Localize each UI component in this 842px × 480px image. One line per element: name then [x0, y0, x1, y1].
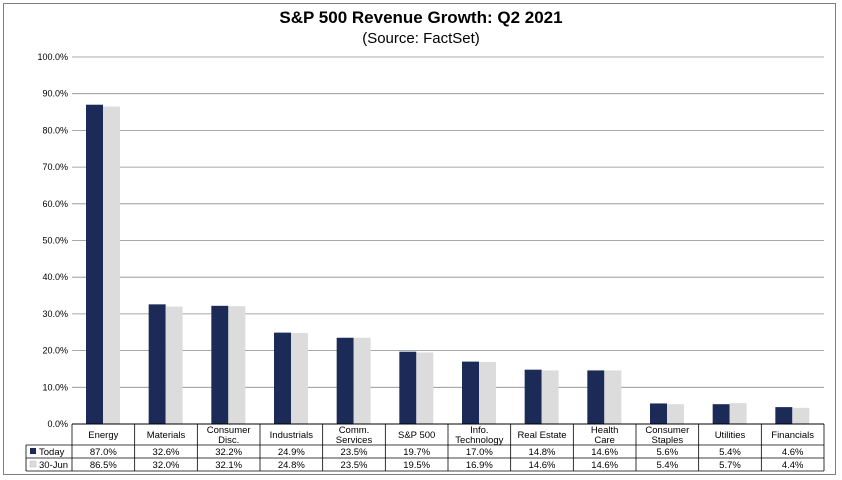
category-label: Industrials [270, 430, 314, 441]
data-table-cell: 17.0% [466, 447, 493, 458]
bar-today [274, 332, 291, 424]
bar-30-jun [729, 403, 747, 424]
data-table-cell: 24.8% [278, 460, 305, 471]
category-label: Comm. [339, 425, 370, 436]
data-table-cell: 23.5% [341, 447, 368, 458]
data-table-cell: 87.0% [90, 447, 117, 458]
bar-30-jun [479, 361, 496, 424]
bar-today [462, 361, 479, 424]
y-tick-label: 70.0% [42, 162, 68, 172]
data-table-cell: 19.5% [403, 460, 430, 471]
chart-title: S&P 500 Revenue Growth: Q2 2021 [279, 8, 563, 27]
data-table-cell: 5.7% [719, 460, 741, 471]
data-table-cell: 32.1% [215, 460, 242, 471]
category-label: Care [594, 435, 615, 446]
bar-today [712, 404, 730, 424]
category-label: Services [336, 435, 373, 446]
bar-30-jun [103, 106, 120, 425]
category-label: Financials [771, 430, 814, 441]
bar-today [336, 337, 354, 424]
data-table-cell: 86.5% [90, 460, 117, 471]
category-label: Energy [88, 430, 118, 441]
y-tick-label: 80.0% [42, 125, 68, 135]
data-table-cell: 23.5% [341, 460, 368, 471]
category-label: Health [591, 425, 618, 436]
bar-today [211, 305, 229, 424]
bar-today [775, 407, 793, 424]
bar-today [399, 351, 417, 424]
category-label: S&P 500 [398, 430, 435, 441]
y-tick-label: 90.0% [42, 89, 68, 99]
data-table-cell: 32.2% [215, 447, 242, 458]
category-label: Technology [455, 435, 503, 446]
y-tick-label: 0.0% [47, 419, 68, 429]
data-table-cell: 14.8% [529, 447, 556, 458]
category-label: Disc. [218, 435, 239, 446]
category-label: Utilities [715, 430, 746, 441]
data-table-cell: 16.9% [466, 460, 493, 471]
bar-30-jun [604, 370, 622, 424]
y-tick-label: 100.0% [37, 52, 68, 62]
category-label: Info. [470, 425, 489, 436]
bar-today [148, 304, 166, 424]
legend-label: 30-Jun [39, 460, 68, 471]
data-table-cell: 5.4% [657, 460, 679, 471]
category-label: Consumer [645, 425, 689, 436]
bar-30-jun [228, 306, 246, 424]
bar-30-jun [416, 352, 434, 424]
data-table-cell: 4.4% [782, 460, 804, 471]
category-label: Consumer [207, 425, 251, 436]
data-table-cell: 32.0% [153, 460, 180, 471]
data-table-cell: 24.9% [278, 447, 305, 458]
bar-today [650, 403, 667, 424]
y-tick-label: 10.0% [42, 382, 68, 392]
bar-30-jun [353, 337, 371, 424]
y-tick-label: 60.0% [42, 199, 68, 209]
bar-30-jun [792, 407, 810, 424]
bar-30-jun [541, 370, 559, 424]
y-tick-label: 40.0% [42, 272, 68, 282]
data-table-cell: 14.6% [529, 460, 556, 471]
legend-swatch [30, 448, 36, 454]
bar-today [587, 370, 605, 424]
category-label: Real Estate [517, 430, 566, 441]
data-table-cell: 19.7% [403, 447, 430, 458]
legend-swatch [29, 460, 37, 468]
data-table-cell: 4.6% [782, 447, 804, 458]
data-table-cell: 14.6% [591, 460, 618, 471]
y-tick-label: 30.0% [42, 309, 68, 319]
bar-30-jun [291, 332, 308, 424]
y-tick-label: 50.0% [42, 236, 68, 246]
legend-label: Today [39, 447, 65, 458]
bar-today [86, 104, 103, 425]
data-table-cell: 14.6% [591, 447, 618, 458]
data-table-cell: 5.6% [657, 447, 679, 458]
data-table-cell: 32.6% [153, 447, 180, 458]
data-table-cell: 5.4% [719, 447, 741, 458]
bar-30-jun [165, 306, 183, 424]
category-label: Staples [651, 435, 683, 446]
bar-today [524, 369, 542, 424]
chart-subtitle: (Source: FactSet) [362, 30, 480, 47]
bar-30-jun [667, 404, 684, 424]
category-label: Materials [147, 430, 186, 441]
y-tick-label: 20.0% [42, 346, 68, 356]
